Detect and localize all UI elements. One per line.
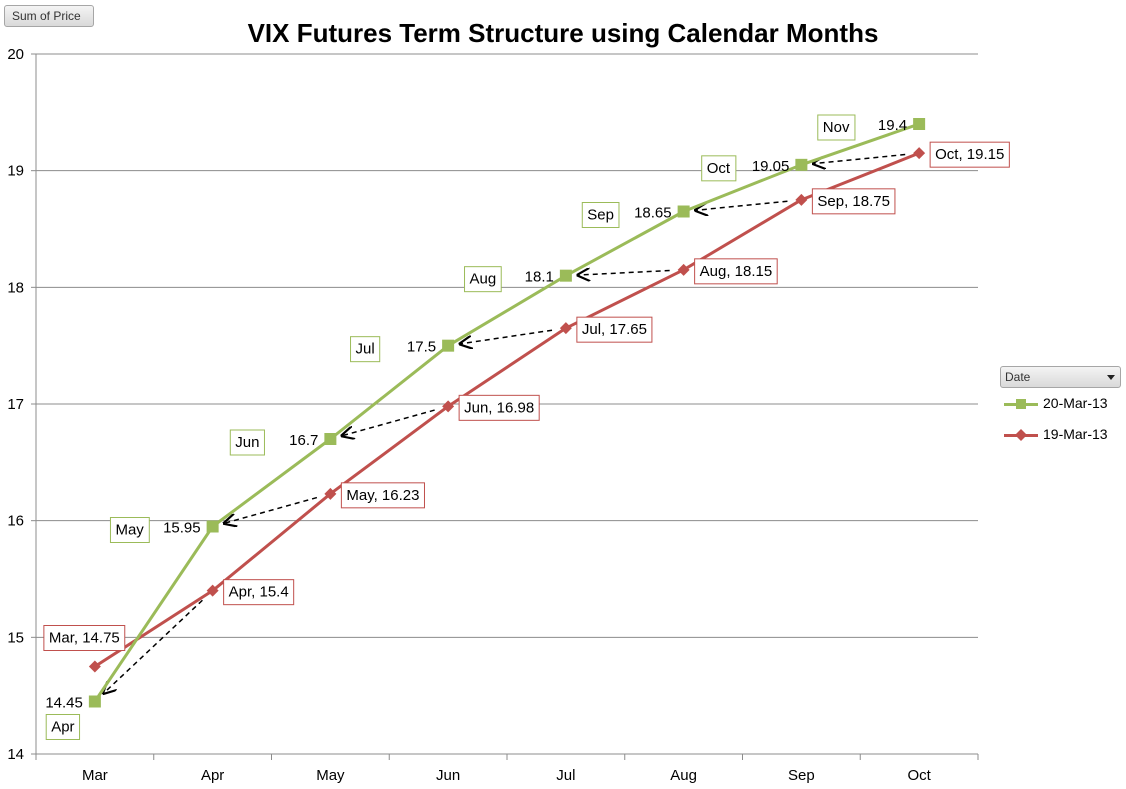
y-tick-label: 18 [7, 279, 24, 296]
label-box [458, 394, 540, 421]
y-tick-label: 20 [7, 46, 24, 63]
month-label: Jul [356, 341, 375, 358]
chevron-down-icon [1107, 375, 1115, 380]
label-box [350, 336, 381, 363]
roll-arrow [578, 271, 670, 276]
label-box [581, 202, 620, 228]
label-box [109, 517, 150, 543]
x-tick-label: Aug [670, 767, 697, 784]
month-label: Oct [707, 160, 731, 177]
square-point [795, 158, 808, 171]
square-point [442, 339, 455, 352]
date-legend-dropdown[interactable]: Date [1000, 366, 1121, 388]
label-box [229, 429, 265, 456]
month-label: Sep [587, 207, 614, 224]
data-label: 18.1 [525, 269, 554, 286]
label-box [464, 266, 502, 293]
square-point [559, 269, 572, 282]
data-label: May, 16.23 [346, 487, 419, 504]
square-point [913, 118, 926, 130]
date-legend-label: Date [1005, 370, 1031, 384]
data-label: Jul, 17.65 [582, 321, 647, 338]
data-label: Aug, 18.15 [700, 263, 773, 280]
y-tick-label: 14 [7, 746, 24, 763]
legend-label: 19-Mar-13 [1043, 426, 1108, 442]
diamond-point [88, 660, 101, 673]
x-tick-label: Oct [907, 767, 931, 784]
diamond-point [559, 322, 572, 335]
label-box [701, 155, 737, 182]
month-label: Jun [235, 434, 259, 451]
data-label: Oct, 19.15 [935, 146, 1004, 163]
legend-square-marker [1016, 399, 1026, 409]
roll-arrow [696, 200, 788, 210]
label-box [694, 258, 778, 285]
diamond-point [324, 487, 337, 500]
label-box [223, 579, 295, 606]
month-label: Apr [51, 719, 74, 736]
data-label: 19.05 [752, 158, 790, 175]
square-point [677, 205, 690, 218]
y-tick-label: 15 [7, 629, 24, 646]
x-tick-label: Sep [788, 767, 815, 784]
square-point [324, 433, 337, 445]
month-label: Nov [823, 119, 850, 136]
x-tick-label: Jul [556, 767, 575, 784]
data-label: 15.95 [163, 520, 201, 537]
label-box [811, 188, 896, 215]
data-label: 19.4 [878, 117, 907, 134]
roll-arrow [104, 599, 203, 693]
data-label: Mar, 14.75 [49, 630, 120, 647]
x-tick-label: Apr [201, 767, 224, 784]
diamond-point [913, 147, 926, 160]
x-tick-label: Mar [82, 767, 108, 784]
roll-arrow [224, 496, 318, 524]
roll-arrow [342, 409, 435, 436]
label-box [45, 714, 81, 740]
data-label: 14.45 [45, 695, 83, 712]
data-label: Sep, 18.75 [817, 193, 890, 210]
diamond-point [677, 263, 690, 276]
data-label: 16.7 [289, 432, 318, 449]
data-label: 18.65 [634, 205, 672, 222]
square-point [88, 695, 101, 708]
y-tick-label: 19 [7, 163, 24, 180]
sum-of-price-field-button[interactable]: Sum of Price [4, 5, 94, 27]
label-box [43, 625, 126, 651]
diamond-point [442, 400, 455, 413]
x-tick-label: Jun [436, 767, 460, 784]
y-tick-label: 16 [7, 513, 24, 530]
label-box [929, 141, 1010, 168]
label-box [340, 482, 425, 509]
square-point [206, 520, 219, 533]
label-box [817, 114, 856, 141]
series-line [93, 122, 920, 703]
month-label: Aug [470, 271, 497, 288]
data-label: Apr, 15.4 [229, 584, 289, 601]
legend-label: 20-Mar-13 [1043, 395, 1108, 411]
chart-title: VIX Futures Term Structure using Calenda… [247, 18, 879, 48]
series-line [94, 151, 920, 668]
data-label: Jun, 16.98 [464, 399, 534, 416]
roll-arrow [460, 329, 553, 344]
diamond-point [795, 193, 808, 206]
x-tick-label: May [316, 767, 345, 784]
label-box [576, 316, 653, 343]
diamond-point [206, 584, 219, 597]
month-label: May [115, 522, 144, 539]
data-label: 17.5 [407, 339, 436, 356]
roll-arrow [813, 153, 906, 164]
y-tick-label: 17 [7, 396, 24, 413]
